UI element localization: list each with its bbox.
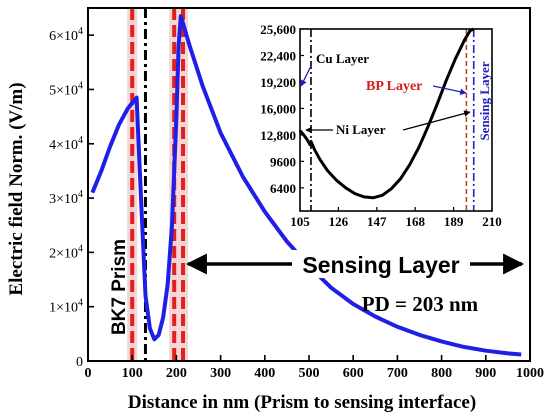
main-y-axis-label: Electric field Norm. (V/m)	[6, 82, 27, 295]
inset-x-tick-label: 147	[367, 214, 387, 229]
inset-y-tick-label: 12,800	[260, 128, 296, 143]
main-x-ticks: 0 100 200 300 400 500 600 700 800 900 1000	[85, 355, 544, 381]
pd-label: PD = 203 nm	[362, 292, 479, 316]
main-y-tick-label: 5×104	[49, 80, 83, 98]
prism-label: BK7 Prism	[109, 239, 130, 335]
inset-x-tick-label: 126	[329, 214, 349, 229]
inset-series	[298, 27, 475, 200]
inset-y-tick-label: 25,600	[260, 22, 296, 37]
inset-y-tick-label: 19,200	[260, 75, 296, 90]
inset-bp-arrow	[432, 85, 467, 95]
main-x-tick-label: 1000	[516, 366, 544, 381]
inset-ni-arrow-right	[402, 110, 471, 131]
main-y-tick-label: 6×104	[49, 26, 83, 44]
main-x-tick-label: 400	[254, 366, 275, 381]
inset-sensing-label: Sensing Layer	[477, 61, 492, 140]
main-x-tick-label: 0	[85, 366, 92, 381]
inset-cu-arrow	[300, 65, 312, 87]
main-series	[90, 14, 522, 357]
main-x-tick-label: 900	[475, 366, 496, 381]
main-x-tick-label: 600	[343, 366, 364, 381]
inset-plot-frame	[299, 28, 493, 212]
inset-ni-label: Ni Layer	[336, 122, 386, 137]
inset-series-line-0	[298, 27, 475, 200]
inset-boundary-lines	[310, 29, 475, 211]
inset-x-tick-label: 105	[290, 214, 310, 229]
sensing-label-bg	[292, 250, 470, 278]
main-y-tick-label: 4×104	[49, 135, 83, 153]
inset-y-ticks: 6400 9600 12,800 16,000 19,200 22,400 25,600	[260, 22, 304, 196]
main-x-tick-label: 100	[122, 366, 143, 381]
inset-y-tick-label: 9600	[270, 154, 296, 169]
main-y-ticks: 0 1×104 2×104 3×104 4×104 5×104 6×104	[49, 26, 94, 370]
main-y-tick-label: 1×104	[49, 298, 83, 316]
main-x-axis-label: Distance in nm (Prism to sensing interfa…	[128, 392, 476, 413]
main-x-tick-label: 800	[431, 366, 452, 381]
inset-cu-label: Cu Layer	[316, 51, 369, 66]
inset-x-ticks: 105 126 147 168 189 210	[290, 207, 502, 229]
main-x-tick-label: 300	[210, 366, 231, 381]
inset-y-tick-label: 22,400	[260, 48, 296, 63]
main-x-tick-label: 200	[166, 366, 187, 381]
inset-x-tick-label: 210	[482, 214, 502, 229]
main-series-line-0	[90, 14, 522, 357]
main-y-tick-label: 3×104	[49, 189, 83, 207]
main-y-tick-label: 0	[76, 355, 83, 370]
inset-x-tick-label: 168	[405, 214, 425, 229]
main-x-tick-label: 500	[299, 366, 320, 381]
main-x-tick-label: 700	[387, 366, 408, 381]
sensing-layer-label: Sensing Layer	[302, 252, 459, 278]
inset-x-tick-label: 189	[444, 214, 464, 229]
inset-y-tick-label: 6400	[270, 181, 296, 196]
inset-bp-label: BP Layer	[366, 79, 422, 94]
inset-y-tick-label: 16,000	[260, 101, 296, 116]
main-y-tick-label: 2×104	[49, 243, 83, 261]
